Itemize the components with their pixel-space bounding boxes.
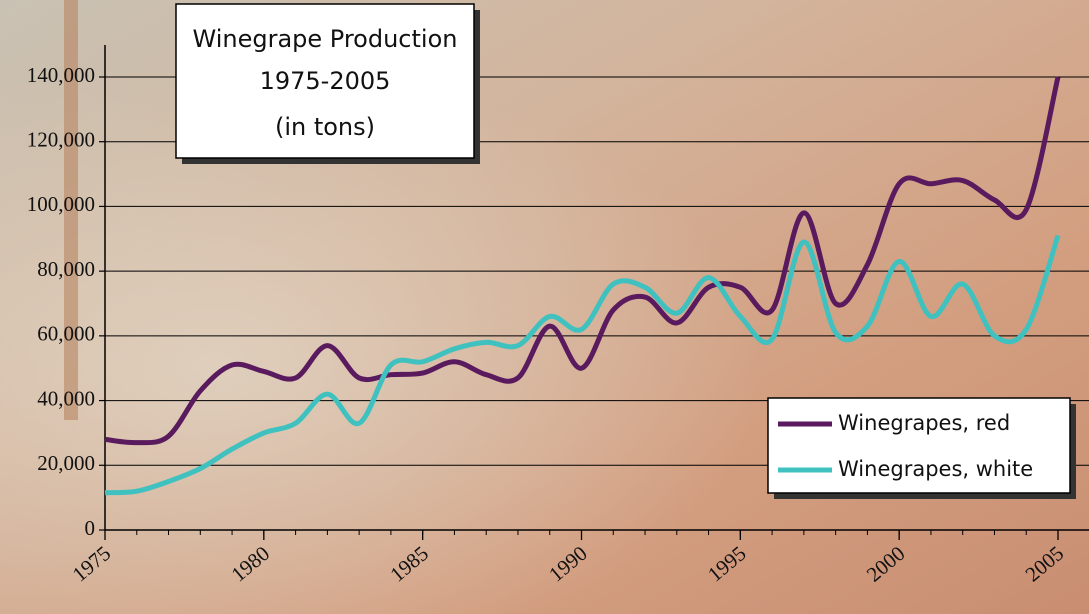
y-tick-label: 20,000	[37, 451, 95, 475]
y-tick-label: 0	[85, 516, 96, 540]
legend-label: Winegrapes, white	[838, 457, 1033, 481]
series-line	[104, 76, 1061, 446]
y-tick-label: 140,000	[27, 63, 95, 87]
legend-label: Winegrapes, red	[838, 411, 1010, 435]
chart-title: 1975-2005	[260, 67, 391, 95]
y-tick-label: 80,000	[37, 257, 95, 281]
legend-frame	[767, 397, 1071, 494]
legend: Winegrapes, red Winegrapes, white	[767, 397, 1076, 499]
series-line	[104, 234, 1061, 496]
background-post	[64, 0, 78, 420]
chart-title: Winegrape Production	[193, 25, 458, 53]
chart-title: (in tons)	[275, 113, 375, 141]
y-tick-label: 120,000	[27, 128, 95, 152]
y-tick-label: 40,000	[37, 386, 95, 410]
y-tick-label: 60,000	[37, 322, 95, 346]
title-frame	[175, 3, 475, 159]
y-tick-label: 100,000	[27, 192, 95, 216]
title-box: Winegrape Production 1975-2005 (in tons)	[175, 3, 480, 164]
